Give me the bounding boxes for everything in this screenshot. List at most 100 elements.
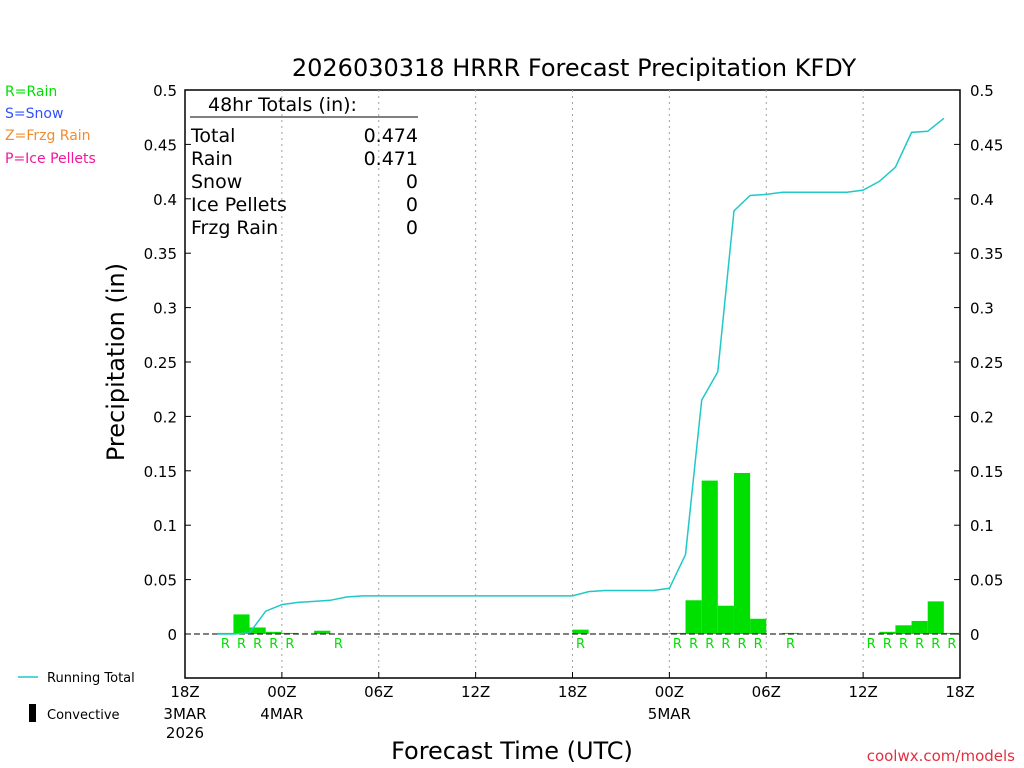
chart-title: 2026030318 HRRR Forecast Precipitation K… — [292, 54, 857, 82]
y-tick-label-right: 0 — [970, 626, 980, 644]
rain-type-marker: R — [285, 637, 294, 652]
y-tick-label-left: 0.5 — [153, 82, 177, 100]
convective-legend-label: Convective — [47, 708, 120, 723]
rain-type-marker: R — [915, 637, 924, 652]
rain-type-marker: R — [721, 637, 730, 652]
rain-type-marker: R — [738, 637, 747, 652]
running-total-line — [217, 117, 945, 635]
bottom-legend: Running Total Convective — [18, 671, 135, 723]
x-tick-date: 5MAR — [648, 705, 691, 723]
x-tick-date: 4MAR — [260, 705, 303, 723]
x-tick-label: 12Z — [848, 683, 877, 701]
totals-value-ice-pellets: 0 — [406, 194, 418, 216]
totals-value-total: 0.474 — [364, 125, 418, 147]
y-tick-label-left: 0.35 — [144, 245, 177, 263]
precip-bar — [782, 632, 799, 634]
precip-bar — [233, 614, 250, 634]
x-tick-label: 00Z — [267, 683, 296, 701]
rain-type-marker: R — [673, 637, 682, 652]
y-tick-label-left: 0.3 — [153, 300, 177, 318]
precip-bar — [733, 472, 751, 634]
y-tick-label-left: 0.1 — [153, 517, 177, 535]
precip-bar — [572, 629, 589, 634]
rain-type-marker: R — [899, 637, 908, 652]
totals-label-ice-pellets: Ice Pellets — [191, 194, 287, 216]
convective-legend-swatch — [29, 704, 36, 722]
precip-bar — [717, 605, 734, 634]
legend-snow: S=Snow — [5, 106, 63, 122]
totals-value-snow: 0 — [406, 171, 418, 193]
y-tick-label-left: 0 — [167, 626, 177, 644]
y-tick-label-left: 0.15 — [144, 463, 177, 481]
totals-label-rain: Rain — [191, 148, 233, 170]
rain-type-marker: R — [334, 637, 343, 652]
rain-type-marker: R — [867, 637, 876, 652]
rain-type-marker: R — [786, 637, 795, 652]
y-tick-label-left: 0.4 — [153, 191, 177, 209]
precip-bar — [265, 631, 282, 634]
totals-header: 48hr Totals (in): — [208, 94, 357, 116]
x-tick-label: 00Z — [655, 683, 684, 701]
precip-bar — [750, 618, 767, 634]
totals-value-frzg-rain: 0 — [406, 217, 418, 239]
precip-bar — [927, 601, 944, 634]
y-axis-ticks: 0 00.05 0.050.1 0.10.15 0.150.2 0.20.25 0.250.… — [144, 82, 1004, 644]
rain-type-marker: R — [689, 637, 698, 652]
y-tick-label-right: 0.5 — [970, 82, 994, 100]
running-total-legend-label: Running Total — [47, 671, 135, 686]
y-tick-label-right: 0.2 — [970, 408, 994, 426]
precip-bar — [911, 620, 928, 634]
rain-type-marker: R — [947, 637, 956, 652]
totals-label-frzg-rain: Frzg Rain — [191, 217, 278, 239]
precip-bar — [895, 625, 912, 634]
rain-type-marker: R — [576, 637, 585, 652]
y-tick-label-right: 0.25 — [970, 354, 1003, 372]
type-legend: R=Rain S=Snow Z=Frzg Rain P=Ice Pellets — [5, 84, 96, 167]
x-tick-label: 18Z — [558, 683, 587, 701]
precip-bars — [217, 472, 960, 634]
y-tick-label-right: 0.45 — [970, 136, 1003, 154]
legend-rain: R=Rain — [5, 84, 57, 100]
rain-type-marker: R — [705, 637, 714, 652]
x-axis-label: Forecast Time (UTC) — [391, 737, 633, 765]
precip-bar — [943, 632, 960, 634]
rain-type-marker: R — [237, 637, 246, 652]
x-tick-label: 18Z — [945, 683, 974, 701]
precip-bar — [669, 632, 686, 634]
x-tick-label: 12Z — [461, 683, 490, 701]
precip-bar — [314, 630, 331, 634]
precip-bar — [701, 480, 718, 634]
credit-text: coolwx.com/models — [867, 747, 1015, 765]
y-tick-label-right: 0.15 — [970, 463, 1003, 481]
y-tick-label-right: 0.1 — [970, 517, 994, 535]
totals-value-rain: 0.471 — [364, 148, 418, 170]
x-tick-label: 06Z — [752, 683, 781, 701]
precip-bar — [879, 631, 896, 634]
legend-frzg-rain: Z=Frzg Rain — [5, 128, 91, 144]
y-tick-label-left: 0.05 — [144, 572, 177, 590]
x-tick-year: 2026 — [166, 724, 204, 742]
y-tick-label-right: 0.35 — [970, 245, 1003, 263]
precip-bar — [249, 627, 266, 634]
y-axis-label: Precipitation (in) — [102, 263, 130, 461]
precip-bar — [281, 632, 299, 634]
y-tick-label-left: 0.2 — [153, 408, 177, 426]
rain-type-marker: R — [269, 637, 278, 652]
y-tick-label-right: 0.4 — [970, 191, 994, 209]
y-tick-label-right: 0.3 — [970, 300, 994, 318]
legend-ice-pellets: P=Ice Pellets — [5, 151, 96, 167]
rain-type-marker: R — [221, 637, 230, 652]
running-total-series — [217, 117, 945, 635]
y-tick-label-right: 0.05 — [970, 572, 1003, 590]
vertical-gridlines — [281, 90, 864, 678]
x-tick-date: 3MAR — [163, 705, 206, 723]
y-tick-label-left: 0.45 — [144, 136, 177, 154]
x-tick-label: 06Z — [364, 683, 393, 701]
totals-label-total: Total — [190, 125, 235, 147]
rain-type-marker: R — [931, 637, 940, 652]
y-tick-label-left: 0.25 — [144, 354, 177, 372]
rain-type-marker: R — [883, 637, 892, 652]
